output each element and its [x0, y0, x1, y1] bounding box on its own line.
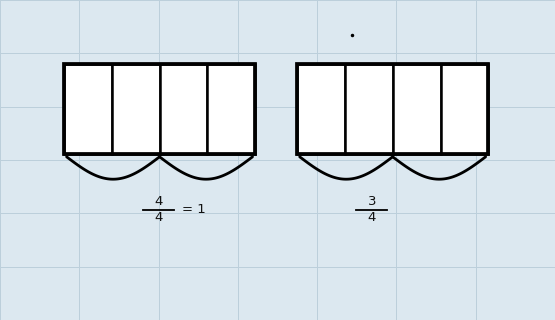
Bar — [112, 64, 160, 154]
Text: 4: 4 — [154, 195, 163, 208]
Bar — [345, 64, 393, 154]
Text: 3: 3 — [367, 195, 376, 208]
Bar — [64, 64, 112, 154]
Bar — [297, 64, 488, 154]
Text: 4: 4 — [367, 211, 376, 224]
Bar — [441, 64, 488, 154]
Text: = 1: = 1 — [182, 203, 206, 216]
Bar — [160, 64, 208, 154]
Bar — [297, 64, 345, 154]
Text: 4: 4 — [154, 211, 163, 224]
Bar — [64, 64, 255, 154]
Bar — [393, 64, 441, 154]
Bar — [208, 64, 255, 154]
